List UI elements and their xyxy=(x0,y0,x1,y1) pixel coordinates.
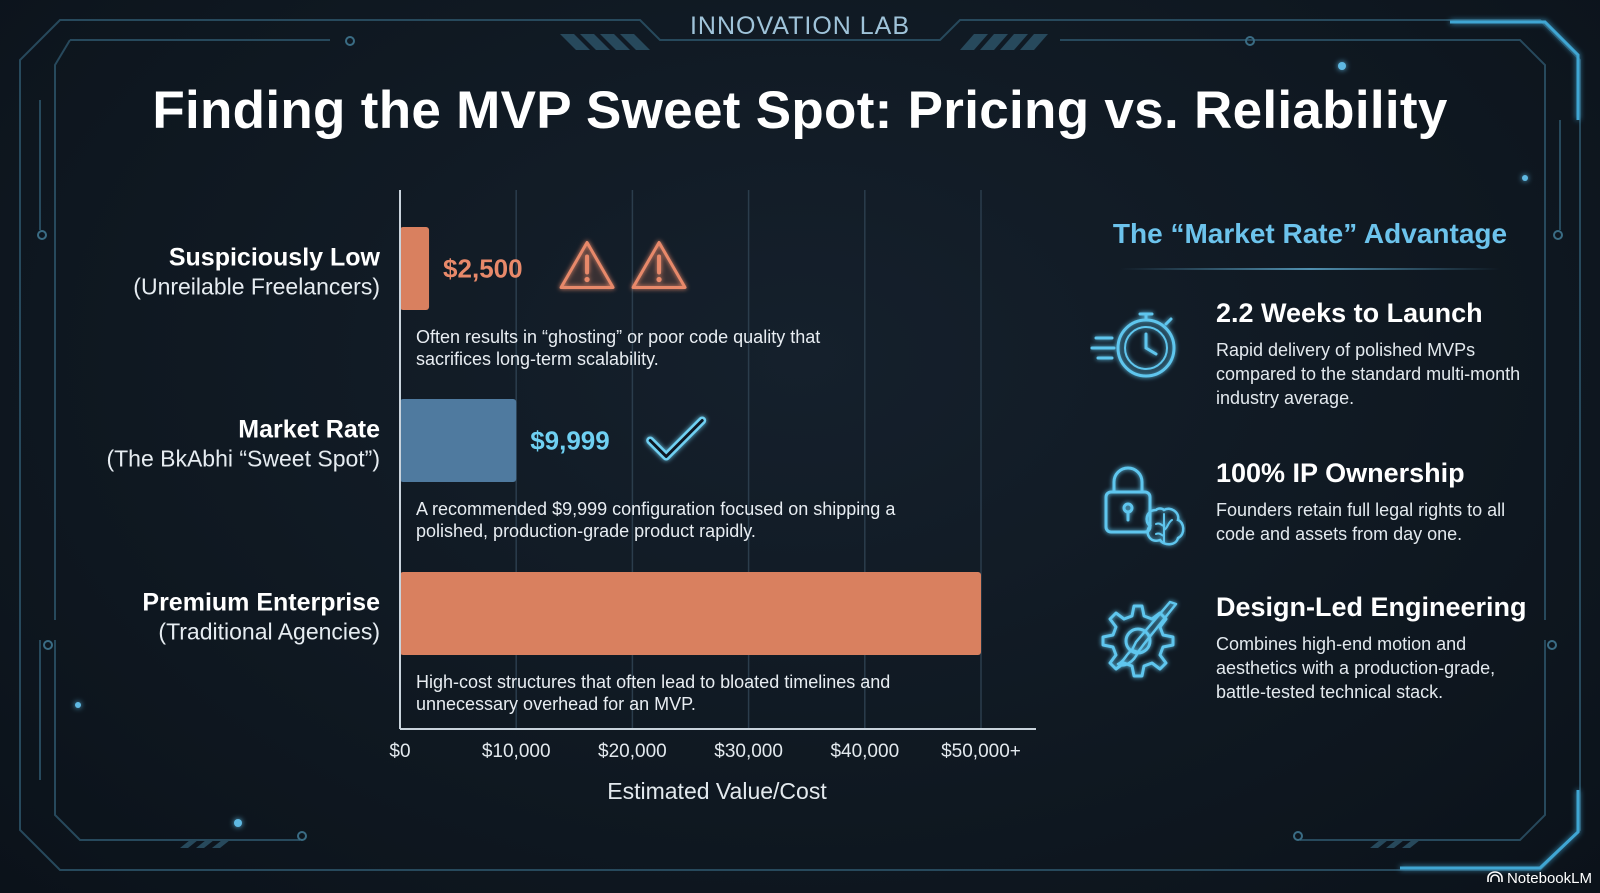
panel-title: The “Market Rate” Advantage xyxy=(1112,218,1508,249)
bar-note: High-cost structures that often lead to … xyxy=(416,672,890,692)
x-tick-label: $40,000 xyxy=(830,741,899,762)
feature-description: Rapid delivery of polished MVPs compared… xyxy=(1216,340,1521,408)
bar xyxy=(400,399,517,482)
category-title: Market Rate xyxy=(238,416,380,444)
category-title: Premium Enterprise xyxy=(142,589,380,617)
stopwatch-icon xyxy=(1090,312,1176,378)
advantage-panel: The “Market Rate” Advantage 2.2 Weeks to… xyxy=(1090,208,1570,768)
x-tick-label: $50,000+ xyxy=(941,741,1021,762)
brand-footer: NotebookLM xyxy=(1487,870,1592,887)
feature-title: 100% IP Ownership xyxy=(1216,458,1465,488)
category-title: Suspiciously Low xyxy=(169,244,381,272)
x-tick-label: $10,000 xyxy=(482,741,551,762)
bar xyxy=(400,572,981,655)
bar-note: unnecessary overhead for an MVP. xyxy=(416,694,696,714)
warning-icon xyxy=(559,241,615,289)
feature-description: Founders retain full legal rights to all… xyxy=(1216,500,1506,544)
bar-note: polished, production-grade product rapid… xyxy=(416,521,756,541)
value-label: $2,500 xyxy=(443,254,523,284)
value-label: $9,999 xyxy=(530,426,610,456)
notebooklm-logo-icon xyxy=(1487,871,1503,882)
lock-brain-icon xyxy=(1104,466,1185,546)
gear-brush-icon xyxy=(1101,600,1178,678)
category-subtitle: (Traditional Agencies) xyxy=(158,619,380,645)
panel-divider xyxy=(1120,268,1500,270)
bar xyxy=(400,227,430,310)
x-tick-label: $0 xyxy=(389,741,410,762)
category-subtitle: (Unreilable Freelancers) xyxy=(133,274,380,300)
x-axis-label: Estimated Value/Cost xyxy=(607,778,827,804)
bars xyxy=(400,227,981,655)
bar-note: sacrifices long-term scalability. xyxy=(416,349,659,369)
brand-name: NotebookLM xyxy=(1506,870,1592,887)
bar-note: Often results in “ghosting” or poor code… xyxy=(416,327,820,347)
checkmark-icon xyxy=(646,416,707,461)
feature-title: Design-Led Engineering xyxy=(1216,592,1527,622)
page-title: Finding the MVP Sweet Spot: Pricing vs. … xyxy=(152,81,1448,140)
bar-note: A recommended $9,999 configuration focus… xyxy=(416,499,896,519)
labels: Suspiciously Low(Unreilable Freelancers)… xyxy=(106,241,896,714)
axes: $0 $10,000 $20,000 $30,000 $40,000 $50,000+ Es… xyxy=(389,190,1036,804)
feature-title: 2.2 Weeks to Launch xyxy=(1216,298,1483,328)
lab-label: INNOVATION LAB xyxy=(689,12,911,40)
x-tick-label: $30,000 xyxy=(714,741,783,762)
category-subtitle: (The BkAbhi “Sweet Spot”) xyxy=(106,446,380,472)
feature-description: Combines high-end motion and aesthetics … xyxy=(1216,634,1496,702)
x-tick-label: $20,000 xyxy=(598,741,667,762)
warning-icon xyxy=(631,241,687,289)
